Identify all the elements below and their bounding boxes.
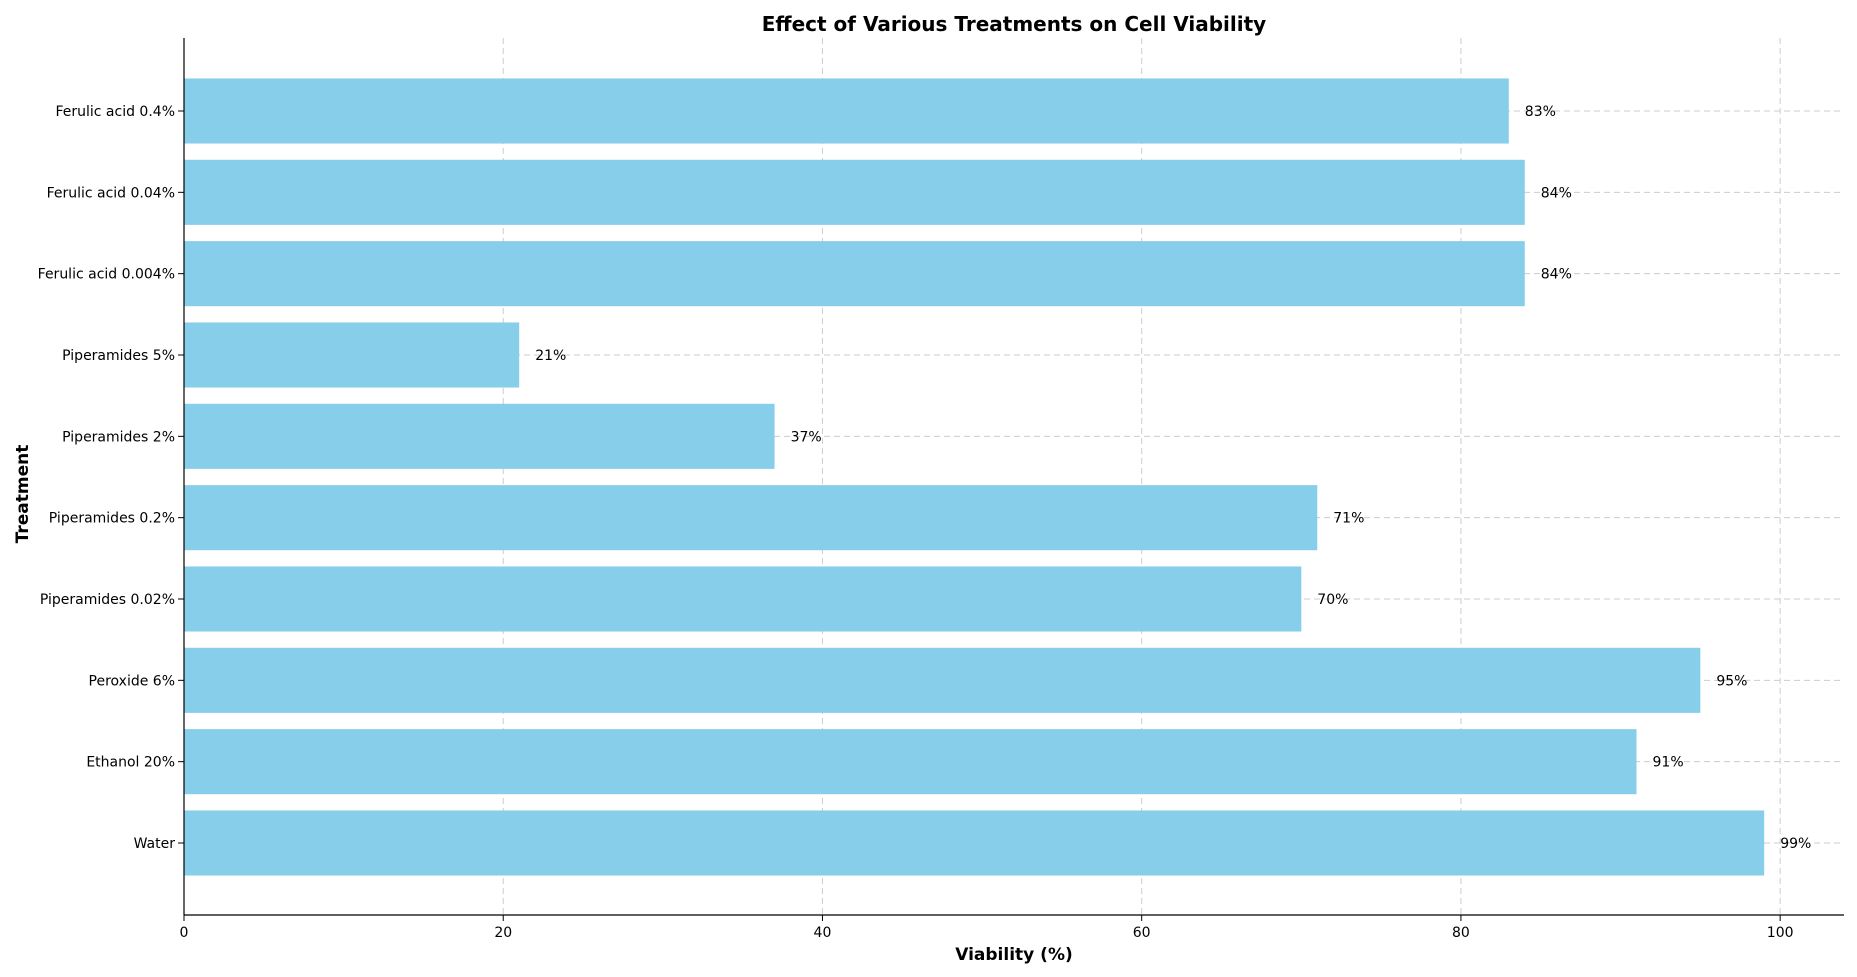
bar	[184, 647, 1701, 713]
y-tick-label: Piperamides 5%	[62, 348, 175, 364]
y-tick-label: Water	[134, 836, 176, 852]
y-tick-label: Ferulic acid 0.004%	[38, 267, 175, 283]
y-tick-label: Ferulic acid 0.4%	[55, 104, 175, 120]
data-label: 84%	[1541, 267, 1572, 283]
x-tick-label: 40	[814, 925, 832, 941]
axes	[178, 38, 1844, 921]
y-axis-label: Treatment	[13, 445, 33, 544]
bar	[184, 78, 1509, 144]
data-label: 83%	[1525, 104, 1556, 120]
bar	[184, 322, 520, 388]
data-label: 95%	[1716, 673, 1747, 689]
x-tick-label: 100	[1767, 925, 1794, 941]
x-tick-label: 20	[494, 925, 512, 941]
bars	[184, 78, 1765, 876]
bar	[184, 159, 1525, 225]
bar	[184, 241, 1525, 307]
labels: 0 20 40 60 80 100 Water Ethanol 20% Peroxide 6% P…	[38, 104, 1812, 941]
data-label: 99%	[1780, 836, 1811, 852]
y-tick-label: Ethanol 20%	[86, 755, 175, 771]
data-label: 84%	[1541, 185, 1572, 201]
x-tick-label: 60	[1133, 925, 1151, 941]
y-tick-label: Peroxide 6%	[89, 673, 175, 689]
data-label: 21%	[535, 348, 566, 364]
y-tick-label: Piperamides 0.2%	[49, 511, 175, 527]
bar	[184, 485, 1318, 551]
data-label: 91%	[1653, 755, 1684, 771]
bar	[184, 729, 1637, 795]
y-tick-label: Piperamides 0.02%	[40, 592, 175, 608]
bar	[184, 403, 775, 469]
x-axis-label: Viability (%)	[955, 945, 1073, 965]
bar	[184, 810, 1765, 876]
bar	[184, 566, 1302, 632]
y-tick-label: Piperamides 2%	[62, 429, 175, 445]
x-tick-label: 0	[180, 925, 189, 941]
x-tick-label: 80	[1452, 925, 1470, 941]
data-label: 37%	[791, 429, 822, 445]
y-tick-label: Ferulic acid 0.04%	[47, 185, 175, 201]
data-label: 71%	[1333, 511, 1364, 527]
chart-title: Effect of Various Treatments on Cell Via…	[762, 12, 1266, 36]
data-label: 70%	[1317, 592, 1348, 608]
